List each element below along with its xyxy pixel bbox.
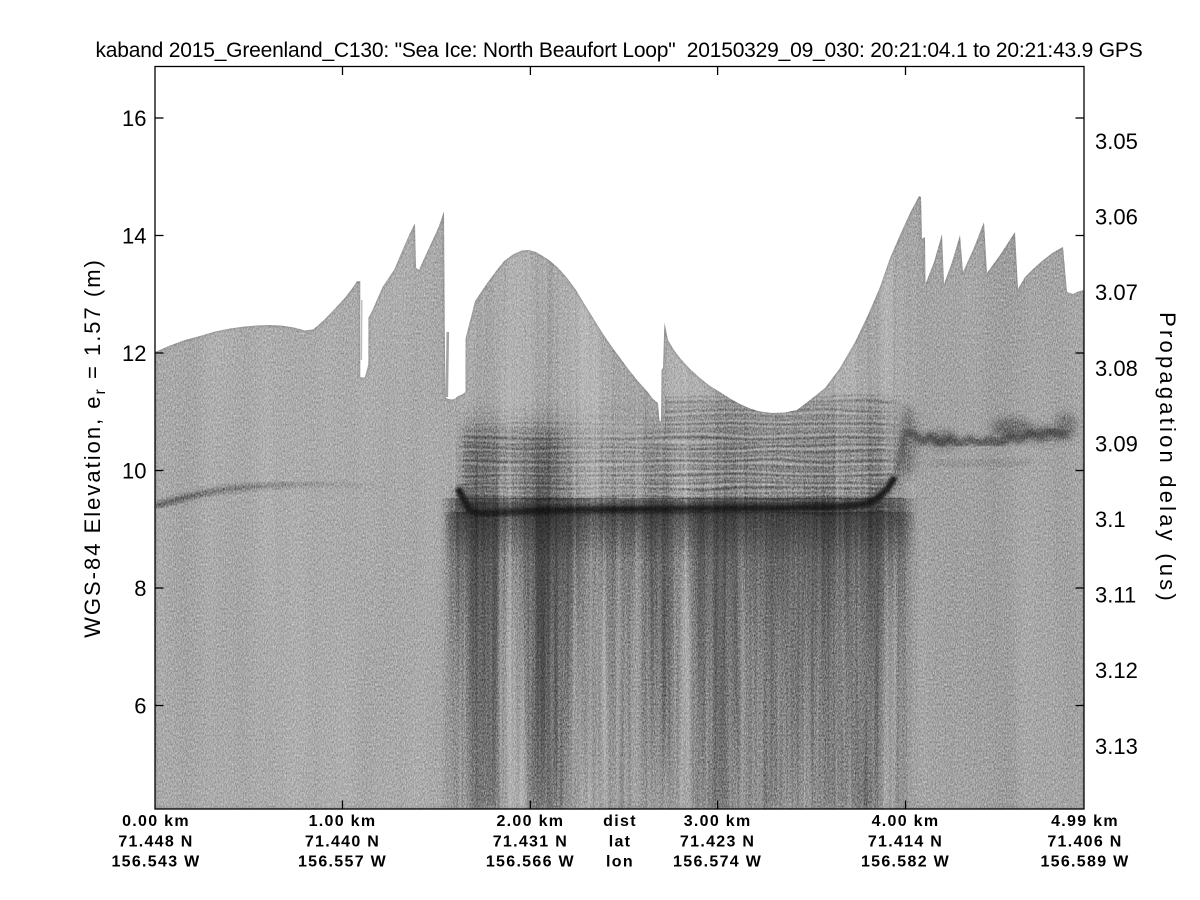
svg-text:3.07: 3.07 [1095, 280, 1138, 305]
svg-text:3.11: 3.11 [1095, 583, 1136, 608]
svg-text:3.12: 3.12 [1095, 658, 1138, 683]
svg-text:10: 10 [122, 459, 146, 484]
svg-text:71.431 N: 71.431 N [493, 834, 568, 851]
svg-text:3.13: 3.13 [1095, 734, 1138, 759]
svg-text:Propagation delay (us): Propagation delay (us) [1155, 312, 1180, 604]
svg-text:0.00 km: 0.00 km [122, 813, 190, 830]
svg-text:lat: lat [609, 834, 632, 851]
svg-text:156.582 W: 156.582 W [861, 854, 950, 871]
svg-text:71.406 N: 71.406 N [1047, 834, 1122, 851]
svg-text:156.543 W: 156.543 W [111, 854, 200, 871]
svg-text:3.1: 3.1 [1095, 507, 1126, 532]
svg-text:WGS-84 Elevation, er = 1.57 (m: WGS-84 Elevation, er = 1.57 (m) [80, 258, 109, 638]
svg-text:3.08: 3.08 [1095, 356, 1138, 381]
svg-text:kaband 2015_Greenland_C130: "S: kaband 2015_Greenland_C130: "Sea Ice: No… [95, 39, 1142, 62]
svg-text:14: 14 [122, 224, 146, 249]
svg-text:1.00 km: 1.00 km [309, 813, 377, 830]
svg-text:71.423 N: 71.423 N [680, 834, 755, 851]
svg-text:156.589 W: 156.589 W [1040, 854, 1129, 871]
svg-text:6: 6 [134, 694, 146, 719]
svg-text:156.566 W: 156.566 W [486, 854, 575, 871]
svg-text:dist: dist [603, 813, 637, 830]
svg-text:71.414 N: 71.414 N [868, 834, 943, 851]
svg-text:71.440 N: 71.440 N [305, 834, 380, 851]
svg-text:3.00 km: 3.00 km [684, 813, 752, 830]
svg-text:16: 16 [122, 106, 146, 131]
svg-text:3.09: 3.09 [1095, 431, 1138, 456]
svg-text:3.05: 3.05 [1095, 129, 1138, 154]
svg-text:lon: lon [606, 854, 634, 871]
svg-text:8: 8 [134, 576, 146, 601]
svg-text:4.99 km: 4.99 km [1051, 813, 1119, 830]
svg-text:12: 12 [122, 341, 146, 366]
svg-text:156.574 W: 156.574 W [673, 854, 762, 871]
svg-text:71.448 N: 71.448 N [118, 834, 193, 851]
svg-text:3.06: 3.06 [1095, 205, 1138, 230]
svg-text:2.00 km: 2.00 km [496, 813, 564, 830]
svg-text:156.557 W: 156.557 W [298, 854, 387, 871]
svg-text:4.00 km: 4.00 km [872, 813, 940, 830]
